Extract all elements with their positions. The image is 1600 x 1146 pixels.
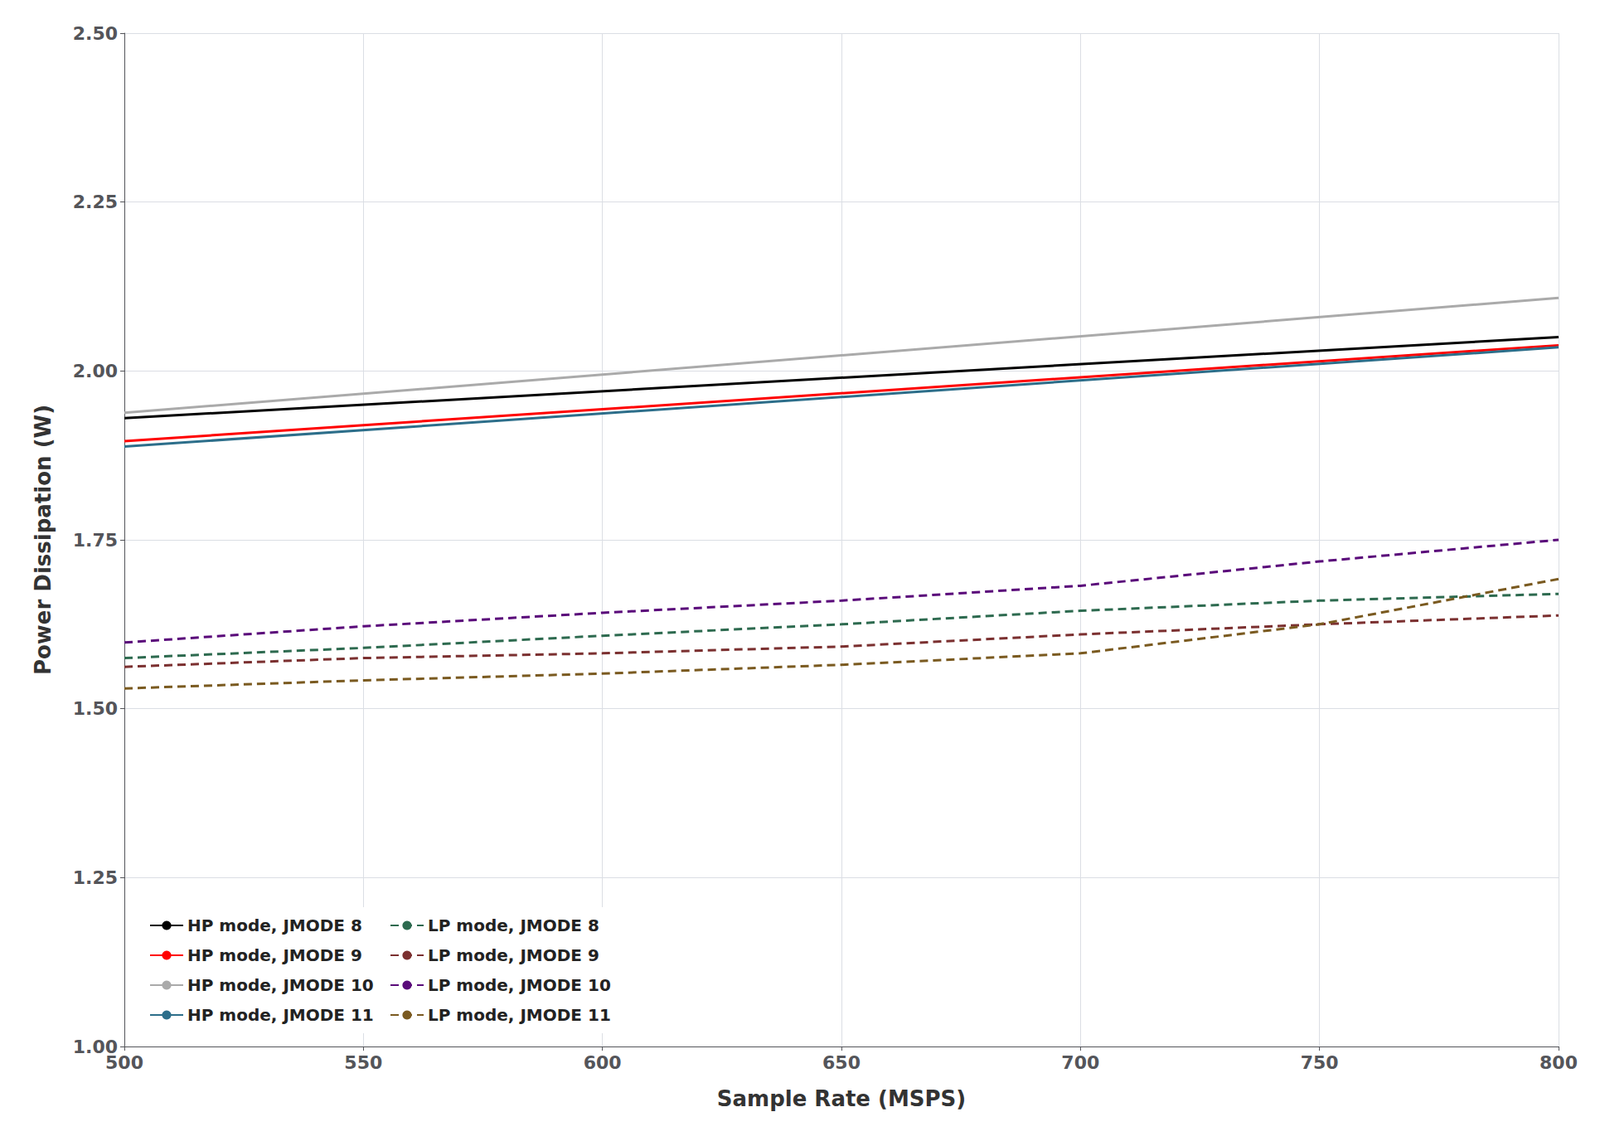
svg-text:HP mode, JMODE 11: HP mode, JMODE 11	[187, 1004, 374, 1025]
svg-text:650: 650	[822, 1052, 861, 1073]
svg-text:LP mode, JMODE 8: LP mode, JMODE 8	[427, 915, 600, 936]
svg-text:LP mode, JMODE 11: LP mode, JMODE 11	[427, 1004, 611, 1025]
svg-text:1.00: 1.00	[72, 1035, 118, 1057]
svg-text:1.50: 1.50	[72, 698, 118, 719]
svg-text:2.00: 2.00	[72, 360, 118, 382]
svg-text:550: 550	[344, 1052, 383, 1073]
svg-text:HP mode, JMODE 9: HP mode, JMODE 9	[187, 945, 363, 965]
svg-text:800: 800	[1539, 1052, 1578, 1073]
svg-text:2.50: 2.50	[72, 23, 118, 44]
svg-text:700: 700	[1061, 1052, 1100, 1073]
svg-text:500: 500	[105, 1052, 144, 1073]
svg-text:2.25: 2.25	[72, 191, 118, 213]
svg-text:1.75: 1.75	[72, 529, 118, 551]
svg-text:Sample Rate (MSPS): Sample Rate (MSPS)	[717, 1086, 966, 1111]
svg-text:LP mode, JMODE 10: LP mode, JMODE 10	[427, 974, 611, 995]
svg-text:600: 600	[583, 1052, 622, 1073]
svg-text:1.25: 1.25	[72, 867, 118, 888]
svg-text:HP mode, JMODE 8: HP mode, JMODE 8	[187, 915, 363, 936]
svg-text:LP mode, JMODE 9: LP mode, JMODE 9	[427, 945, 600, 965]
svg-text:750: 750	[1300, 1052, 1339, 1073]
svg-text:HP mode, JMODE 10: HP mode, JMODE 10	[187, 974, 374, 995]
svg-text:Power Dissipation (W): Power Dissipation (W)	[30, 404, 56, 675]
